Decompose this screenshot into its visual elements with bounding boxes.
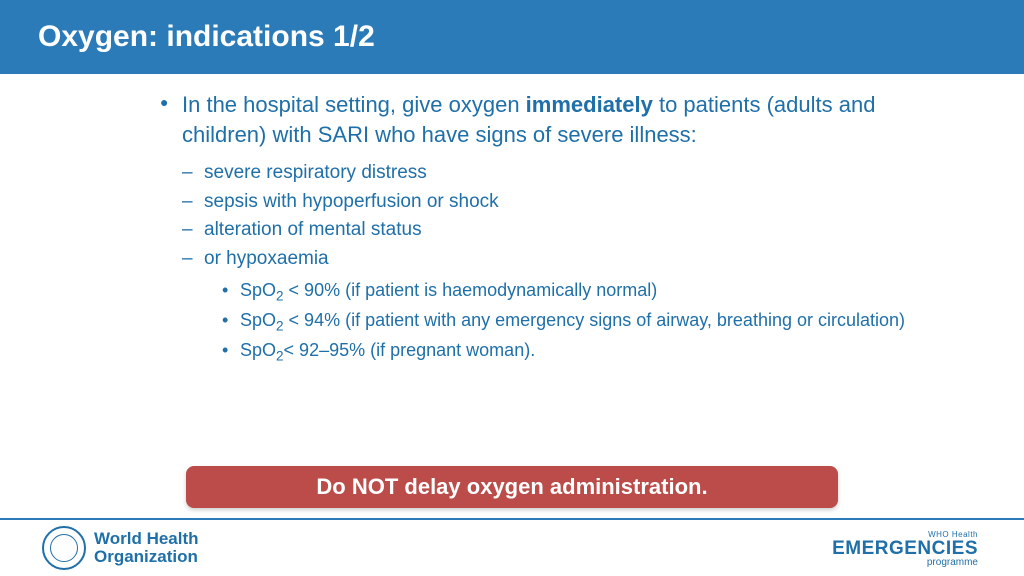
spo2-label: SpO <box>240 340 276 360</box>
emerg-main: EMERGENCIES <box>832 539 978 558</box>
who-line2: Organization <box>94 548 199 566</box>
subsub-item: SpO2 < 90% (if patient is haemodynamical… <box>222 277 954 307</box>
who-logo: World Health Organization <box>42 526 199 570</box>
spo2-subscript: 2 <box>276 289 284 304</box>
slide-title: Oxygen: indications 1/2 <box>38 20 375 54</box>
spo2-text: < 90% (if patient is haemodynamically no… <box>284 280 658 300</box>
sub-item: sepsis with hypoperfusion or shock <box>182 188 954 217</box>
spo2-text: < 92–95% (if pregnant woman). <box>284 340 536 360</box>
spo2-label: SpO <box>240 280 276 300</box>
who-text: World Health Organization <box>94 530 199 566</box>
spo2-subscript: 2 <box>276 349 284 364</box>
bullet-bold: immediately <box>526 92 653 117</box>
spo2-text: < 94% (if patient with any emergency sig… <box>284 310 905 330</box>
sub-item: alteration of mental status <box>182 216 954 245</box>
main-bullet: In the hospital setting, give oxygen imm… <box>160 90 954 367</box>
subsub-list: SpO2 < 90% (if patient is haemodynamical… <box>222 277 954 367</box>
sub-item: or hypoxaemia SpO2 < 90% (if patient is … <box>182 245 954 367</box>
callout-text: Do NOT delay oxygen administration. <box>316 474 707 500</box>
sub-item: severe respiratory distress <box>182 159 954 188</box>
emerg-bot: programme <box>832 558 978 568</box>
spo2-subscript: 2 <box>276 319 284 334</box>
slide: Oxygen: indications 1/2 In the hospital … <box>0 0 1024 576</box>
content-area: In the hospital setting, give oxygen imm… <box>0 74 1024 367</box>
subsub-item: SpO2 < 94% (if patient with any emergenc… <box>222 307 954 337</box>
sub-list: severe respiratory distress sepsis with … <box>182 159 954 367</box>
who-line1: World Health <box>94 530 199 548</box>
bullet-pre: In the hospital setting, give oxygen <box>182 92 526 117</box>
who-emblem-icon <box>42 526 86 570</box>
title-bar: Oxygen: indications 1/2 <box>0 0 1024 74</box>
footer: World Health Organization WHO Health EME… <box>0 520 1024 576</box>
emergencies-logo: WHO Health EMERGENCIES programme <box>832 531 978 568</box>
sub-item-label: or hypoxaemia <box>204 248 329 269</box>
subsub-item: SpO2< 92–95% (if pregnant woman). <box>222 337 954 367</box>
callout-box: Do NOT delay oxygen administration. <box>186 466 838 508</box>
main-list: In the hospital setting, give oxygen imm… <box>160 90 954 367</box>
spo2-label: SpO <box>240 310 276 330</box>
